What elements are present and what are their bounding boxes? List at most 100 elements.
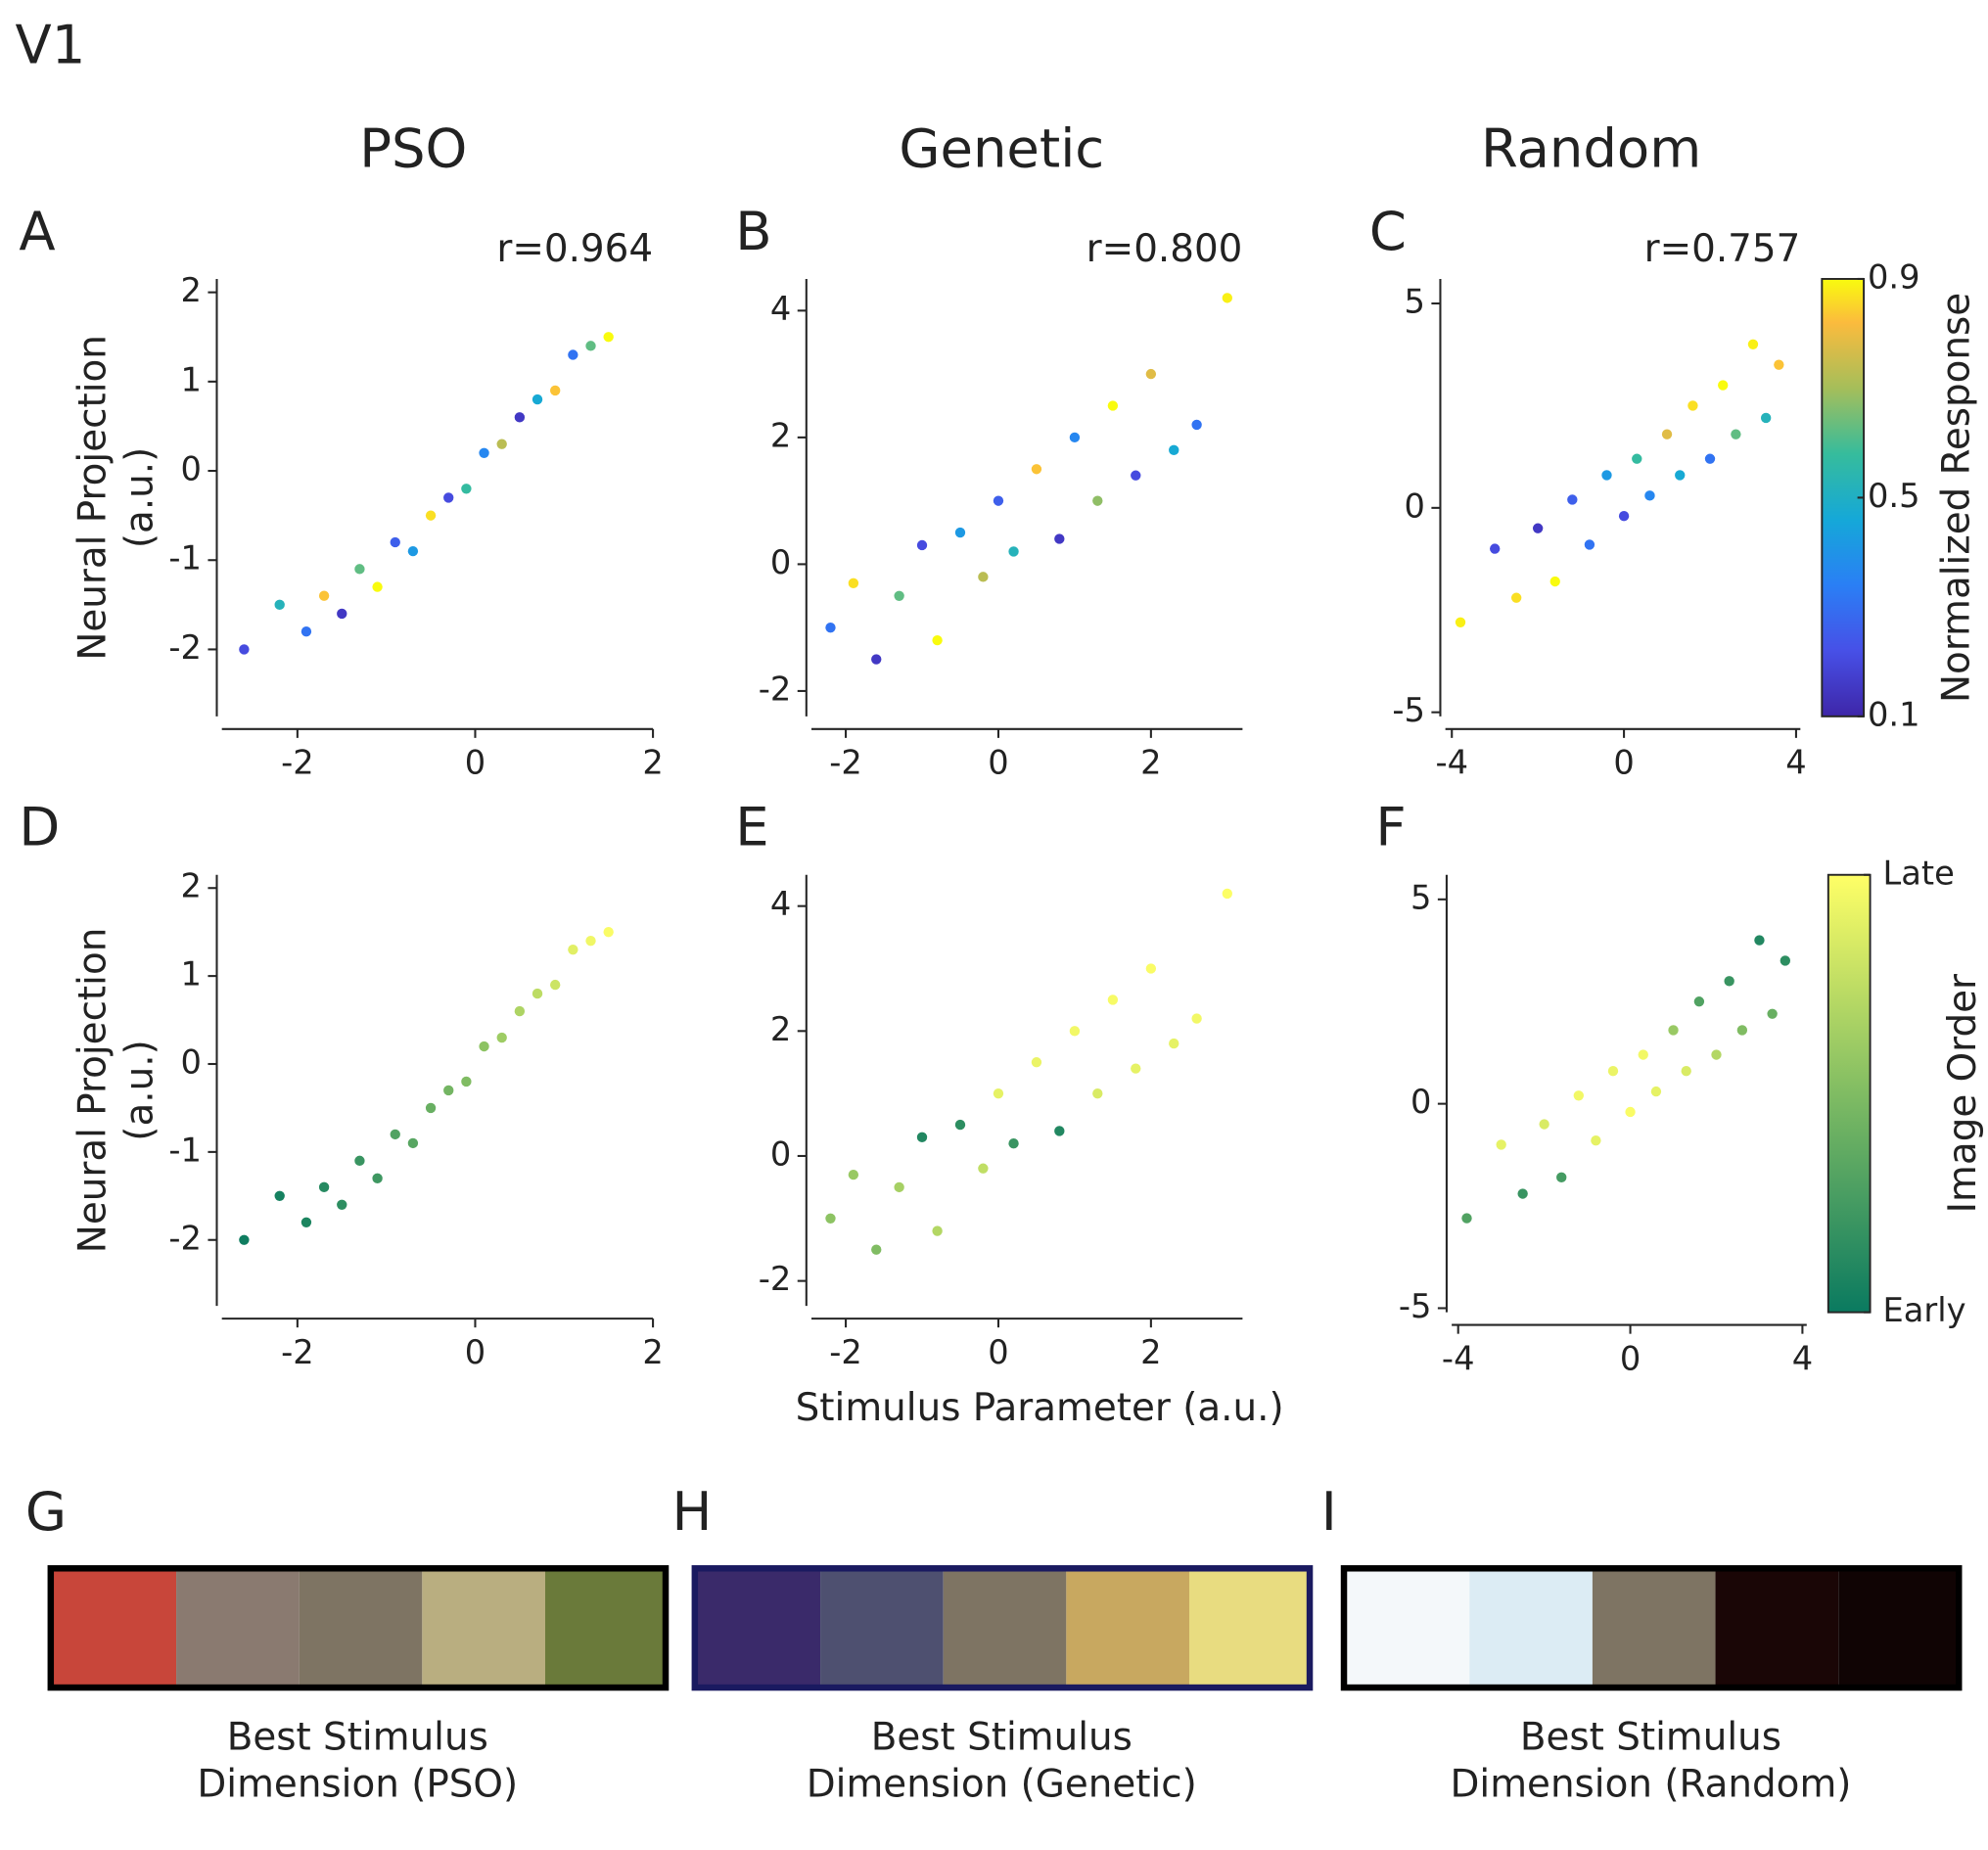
scatter-point: [1496, 1139, 1506, 1150]
scatter-point: [1625, 1106, 1636, 1118]
scatter-point: [993, 1087, 1004, 1099]
scatter-point: [1169, 1038, 1179, 1049]
scatter-point: [1747, 339, 1759, 349]
scatter-point: [443, 1085, 454, 1096]
y-tick-label: -5: [1399, 1287, 1432, 1325]
panel-label: C: [1369, 201, 1407, 262]
scatter-point: [1517, 1188, 1528, 1199]
scatter-point: [1693, 996, 1705, 1007]
scatter-point: [425, 1102, 437, 1114]
y-tick-label: 5: [1410, 878, 1431, 916]
scatter-point: [1632, 453, 1642, 464]
colorbar-tick-label: Early: [1883, 1291, 1966, 1329]
x-tick-label: 0: [465, 1333, 485, 1371]
y-tick-label: 0: [1410, 1083, 1431, 1121]
column-title: Random: [1481, 118, 1701, 180]
figure-body: V1 PSO Genetic Random -2 -1 0 1 2 -2 0 2 A r=0.96…: [16, 14, 1986, 1806]
scatter-point: [1584, 539, 1595, 550]
scatter-point: [993, 495, 1004, 506]
scatter-point: [390, 1129, 400, 1140]
scatter-point: [1774, 359, 1784, 370]
scatter-point: [1145, 368, 1157, 380]
scatter-point: [532, 988, 543, 999]
scatter-point: [568, 944, 578, 955]
y-tick-label: 1: [181, 360, 202, 398]
scatter-point: [603, 332, 614, 343]
scatter-point: [1510, 592, 1522, 603]
scatter-point: [1031, 464, 1042, 475]
panel-label: F: [1375, 797, 1406, 858]
scatter-point: [1780, 955, 1791, 966]
y-tick-label: 0: [181, 1042, 202, 1081]
scatter-point: [1567, 494, 1578, 505]
scatter-point: [978, 572, 989, 582]
y-axis-label: (a.u.): [118, 1040, 162, 1140]
stimulus-caption: Dimension (PSO): [197, 1763, 518, 1807]
colorbar-label: Normalized Response: [1935, 293, 1979, 703]
correlation-label: r=0.964: [496, 227, 653, 271]
scatter-point: [1455, 617, 1466, 627]
y-tick-label: 2: [770, 416, 791, 454]
y-tick-label: 4: [770, 290, 791, 328]
scatter-point: [1054, 533, 1065, 544]
scatter-point: [443, 492, 454, 503]
scatter-point: [1191, 419, 1202, 431]
x-axis-label: Stimulus Parameter (a.u.): [796, 1386, 1284, 1430]
panel-label: E: [735, 797, 768, 858]
scatter-point: [1681, 1066, 1691, 1077]
column-title: Genetic: [899, 118, 1104, 180]
colorbar: [1826, 873, 1872, 1314]
scatter-point: [871, 654, 882, 665]
scatter-point: [1131, 1063, 1141, 1074]
y-tick-label: -2: [168, 628, 202, 667]
y-tick-label: 0: [770, 1134, 791, 1173]
scatter-point: [1092, 495, 1103, 506]
y-tick-label: 0: [181, 450, 202, 488]
stimulus-caption: Best Stimulus: [871, 1716, 1133, 1760]
scatter-point: [1169, 444, 1179, 456]
scatter-point: [1601, 470, 1612, 481]
scatter-point: [1069, 1026, 1081, 1037]
scatter-point: [318, 1181, 330, 1193]
x-tick-label: 0: [988, 744, 1008, 782]
scatter-point: [871, 1244, 882, 1255]
scatter-point: [301, 626, 312, 637]
scatter-point: [1668, 1025, 1679, 1036]
scatter-point: [568, 349, 578, 360]
scatter-point: [301, 1217, 312, 1227]
x-tick-label: 2: [1140, 744, 1161, 782]
scatter-point: [1591, 1135, 1601, 1146]
x-tick-label: 4: [1785, 744, 1806, 782]
scatter-point: [894, 1181, 904, 1193]
y-tick-label: -5: [1392, 691, 1425, 729]
x-tick-label: 4: [1792, 1339, 1813, 1377]
scatter-point: [1618, 511, 1630, 522]
y-tick-label: 4: [770, 885, 791, 923]
y-tick-label: 2: [181, 271, 202, 309]
stimulus-caption: Best Stimulus: [1520, 1716, 1781, 1760]
stimulus-strip: [1340, 1565, 1963, 1691]
scatter-point: [1675, 470, 1686, 481]
scatter-point: [372, 1173, 383, 1184]
scatter-point: [479, 447, 489, 458]
y-axis-label: Neural Projection: [71, 335, 116, 661]
scatter-point: [1069, 432, 1081, 443]
scatter-point: [1131, 470, 1141, 481]
y-tick-label: 1: [181, 955, 202, 994]
panel-label: H: [672, 1481, 713, 1543]
scatter-point: [1736, 1025, 1748, 1036]
scatter-point: [514, 412, 526, 423]
x-tick-label: 0: [465, 744, 485, 782]
scatter-point: [1607, 1066, 1619, 1077]
x-tick-label: -4: [1442, 1339, 1475, 1377]
scatter-point: [1724, 976, 1734, 987]
scatter-point: [1008, 1138, 1019, 1149]
scatter-point: [1644, 490, 1655, 501]
scatter-point: [1767, 1008, 1778, 1019]
stimulus-caption: Best Stimulus: [227, 1716, 488, 1760]
x-tick-label: 0: [1620, 1339, 1641, 1377]
x-tick-label: -2: [281, 744, 314, 782]
scatter-point: [932, 634, 943, 646]
scatter-point: [1107, 400, 1119, 411]
scatter-point: [479, 1041, 489, 1052]
